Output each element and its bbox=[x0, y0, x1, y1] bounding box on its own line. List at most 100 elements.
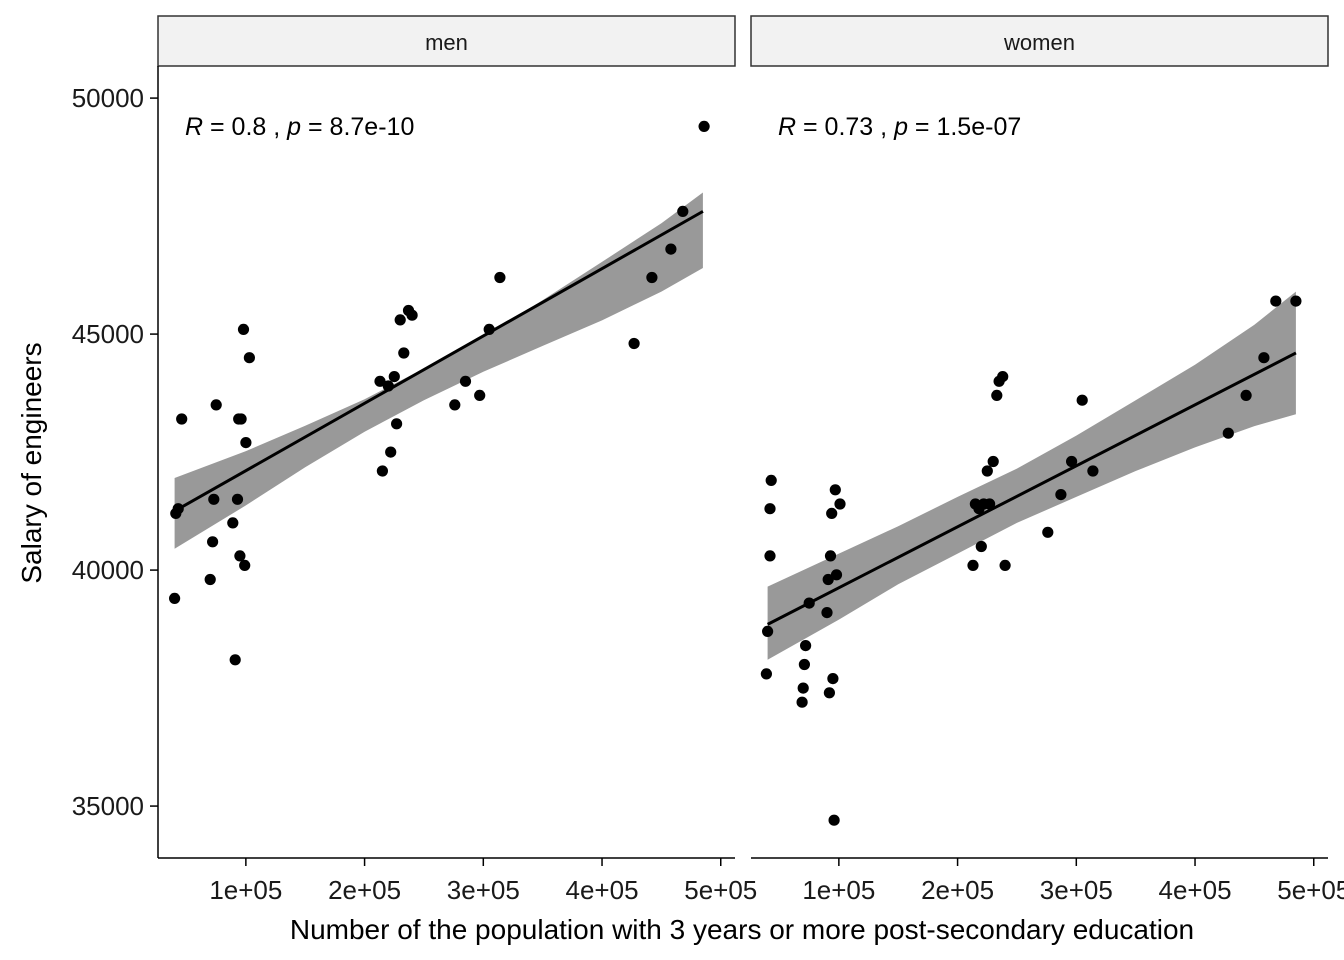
correlation-annotation-women: R = 0.73 , p = 1.5e-07 bbox=[778, 113, 1021, 141]
x-tick-label: 3e+05 bbox=[447, 875, 520, 905]
data-point bbox=[1240, 389, 1252, 401]
data-point bbox=[981, 465, 993, 477]
data-point bbox=[208, 493, 220, 505]
data-point bbox=[388, 371, 400, 383]
data-point bbox=[698, 120, 710, 132]
panel-men: men R = 0.8 , p = 8.7e-10 1e+05 2e+05 3e+05 4… bbox=[157, 15, 757, 905]
x-axis-title: Number of the population with 3 years or… bbox=[290, 914, 1194, 945]
confidence-band-women bbox=[767, 291, 1296, 660]
data-point bbox=[821, 607, 833, 619]
data-point bbox=[474, 389, 486, 401]
strip-men bbox=[157, 15, 736, 67]
annotation-symbol: R bbox=[185, 113, 203, 141]
data-point bbox=[1066, 455, 1078, 468]
panels: men R = 0.8 , p = 8.7e-10 1e+05 2e+05 3e+05 4… bbox=[157, 15, 1344, 905]
x-tick-label: 1e+05 bbox=[802, 875, 875, 905]
data-point bbox=[984, 498, 996, 510]
data-point bbox=[824, 550, 837, 562]
correlation-annotation-men: R = 0.8 , p = 8.7e-10 bbox=[185, 113, 414, 141]
annotation-value: = 0.73 , bbox=[796, 113, 894, 141]
data-point bbox=[240, 437, 252, 449]
data-point bbox=[234, 550, 246, 562]
y-tick-label: 35000 bbox=[72, 791, 144, 821]
data-point bbox=[1258, 352, 1270, 364]
data-point bbox=[494, 271, 506, 284]
data-point bbox=[823, 687, 836, 699]
data-point bbox=[803, 597, 815, 609]
data-point bbox=[169, 592, 181, 605]
x-tick-label: 2e+05 bbox=[921, 875, 994, 905]
data-point bbox=[764, 503, 776, 515]
data-point bbox=[235, 413, 247, 425]
y-axis-title: Salary of engineers bbox=[16, 342, 47, 583]
x-tick-label: 5e+05 bbox=[1277, 875, 1344, 905]
data-point bbox=[459, 375, 472, 387]
data-point bbox=[382, 380, 394, 392]
data-point bbox=[646, 271, 658, 284]
y-axis: 35000 40000 45000 50000 bbox=[72, 66, 159, 858]
data-point bbox=[483, 323, 495, 335]
data-point bbox=[828, 814, 840, 826]
panel-women: women R = 0.73 , p = 1.5e-07 1e+05 2e+05 3e+… bbox=[750, 15, 1344, 905]
data-point bbox=[227, 517, 239, 529]
data-point bbox=[1290, 295, 1302, 307]
annotation-symbol: R bbox=[778, 113, 796, 141]
data-point bbox=[827, 673, 839, 685]
data-point bbox=[210, 399, 222, 411]
confidence-band-men bbox=[174, 192, 703, 549]
annotation-value: = 0.8 , bbox=[203, 113, 287, 141]
data-point bbox=[239, 559, 251, 572]
data-point bbox=[376, 465, 388, 477]
data-point bbox=[1270, 295, 1282, 307]
data-point bbox=[406, 309, 418, 321]
data-point bbox=[975, 540, 987, 553]
x-tick-label: 2e+05 bbox=[328, 875, 401, 905]
data-point bbox=[374, 375, 386, 387]
data-point bbox=[822, 573, 834, 586]
data-point bbox=[997, 371, 1009, 383]
data-point bbox=[829, 484, 841, 496]
data-point bbox=[172, 503, 184, 515]
regression-line-women bbox=[766, 351, 1297, 626]
data-point bbox=[826, 507, 838, 519]
data-point bbox=[765, 474, 777, 486]
data-point bbox=[834, 498, 846, 510]
y-tick-label: 45000 bbox=[72, 319, 144, 349]
data-point bbox=[394, 314, 406, 326]
data-point bbox=[237, 323, 250, 335]
data-point bbox=[760, 668, 773, 680]
x-tick-label: 4e+05 bbox=[566, 875, 639, 905]
data-point bbox=[207, 536, 219, 548]
data-point bbox=[398, 347, 410, 359]
data-point bbox=[1076, 394, 1088, 406]
data-point bbox=[999, 559, 1011, 572]
data-point bbox=[1042, 526, 1054, 538]
data-point bbox=[449, 399, 461, 411]
data-point bbox=[385, 446, 397, 458]
data-point bbox=[796, 696, 808, 708]
data-point bbox=[967, 559, 979, 572]
data-point bbox=[797, 682, 809, 694]
data-point bbox=[800, 640, 812, 652]
data-point bbox=[243, 352, 255, 364]
data-point bbox=[677, 205, 689, 217]
annotation-symbol: p bbox=[893, 113, 908, 141]
x-tick-label: 1e+05 bbox=[209, 875, 282, 905]
data-point bbox=[1055, 489, 1067, 501]
data-point bbox=[798, 658, 811, 671]
strip-women bbox=[750, 15, 1329, 67]
data-point bbox=[231, 493, 244, 505]
data-point bbox=[1087, 465, 1099, 477]
x-tick-label: 4e+05 bbox=[1159, 875, 1232, 905]
data-point bbox=[176, 413, 188, 425]
data-point bbox=[628, 337, 640, 350]
data-point bbox=[665, 243, 677, 255]
data-point bbox=[229, 654, 241, 666]
data-point bbox=[987, 455, 999, 468]
data-point bbox=[764, 550, 776, 562]
data-point bbox=[991, 389, 1003, 401]
y-tick-label: 40000 bbox=[72, 555, 144, 585]
y-tick-label: 50000 bbox=[72, 83, 144, 113]
x-tick-label: 5e+05 bbox=[684, 875, 757, 905]
